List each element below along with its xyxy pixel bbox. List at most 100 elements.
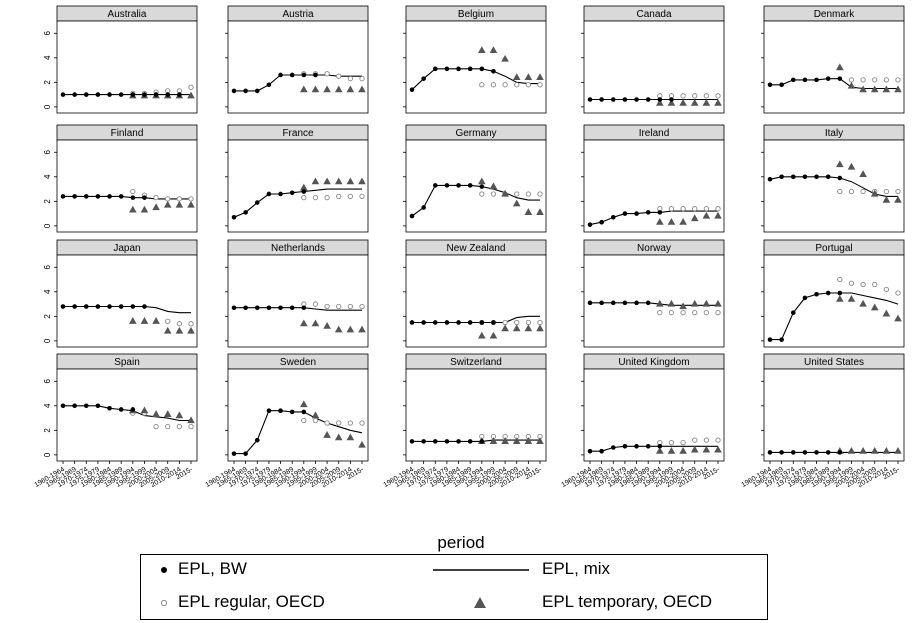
small-multiples-chart: Australia 0 2 4 6 Austria Belgium Canada Denmark… xyxy=(34,5,905,552)
point-epl-bw xyxy=(610,97,616,102)
point-reg-oecd xyxy=(479,191,485,197)
point-temp-oecd xyxy=(859,446,867,454)
point-temp-oecd xyxy=(163,326,172,334)
panel-belgium: Belgium xyxy=(403,5,547,114)
point-epl-bw xyxy=(456,439,461,444)
point-reg-oecd xyxy=(165,424,171,430)
y-tick-label: 6 xyxy=(43,264,52,269)
point-reg-oecd xyxy=(359,303,365,310)
point-epl-bw xyxy=(444,66,450,72)
panel-title: United States xyxy=(804,357,864,368)
point-epl-bw xyxy=(409,320,415,325)
point-temp-oecd xyxy=(656,299,664,307)
point-reg-oecd xyxy=(176,424,183,430)
point-epl-bw xyxy=(814,450,819,455)
point-reg-oecd xyxy=(680,93,686,99)
point-epl-bw xyxy=(479,66,485,72)
point-temp-oecd xyxy=(311,411,320,419)
panel-title: Netherlands xyxy=(271,243,325,254)
point-temp-oecd xyxy=(140,205,149,213)
point-temp-oecd xyxy=(679,302,687,310)
point-epl-bw xyxy=(837,290,843,296)
panel-plot-area xyxy=(763,254,905,348)
point-epl-bw xyxy=(278,408,283,414)
point-reg-oecd xyxy=(895,77,901,83)
point-temp-oecd xyxy=(129,205,137,213)
panel-plot-area xyxy=(583,368,725,462)
panel-title: New Zealand xyxy=(447,243,506,254)
panel-title: Ireland xyxy=(639,128,670,139)
point-temp-oecd xyxy=(489,437,498,444)
point-temp-oecd xyxy=(859,299,867,307)
point-temp-oecd xyxy=(512,324,521,332)
point-epl-bw xyxy=(95,194,101,199)
point-epl-bw xyxy=(72,92,77,97)
point-epl-bw xyxy=(243,210,248,215)
point-temp-oecd xyxy=(536,73,544,81)
panel-plot-area xyxy=(763,139,905,233)
point-epl-bw xyxy=(825,174,831,180)
legend-label-bw: EPL, BW xyxy=(178,559,247,578)
point-reg-oecd xyxy=(680,206,686,212)
point-temp-oecd xyxy=(894,314,902,322)
point-temp-oecd xyxy=(667,446,676,454)
point-reg-oecd xyxy=(525,82,532,88)
point-reg-oecd xyxy=(692,310,698,316)
point-temp-oecd xyxy=(489,182,498,190)
point-temp-oecd xyxy=(714,211,722,219)
point-temp-oecd xyxy=(894,446,902,454)
point-temp-oecd xyxy=(690,299,699,307)
point-epl-bw xyxy=(479,184,485,189)
point-temp-oecd xyxy=(358,325,366,333)
point-reg-oecd xyxy=(883,77,890,83)
point-epl-bw xyxy=(599,219,604,225)
point-reg-oecd xyxy=(502,319,508,326)
point-epl-bw xyxy=(645,210,651,215)
point-temp-oecd xyxy=(882,446,891,454)
point-epl-bw xyxy=(622,97,628,102)
point-temp-oecd xyxy=(187,416,195,424)
point-epl-bw xyxy=(767,176,773,182)
point-temp-oecd xyxy=(882,195,891,203)
point-temp-oecd xyxy=(836,160,844,168)
point-reg-oecd xyxy=(479,82,485,88)
panel-austria: Austria xyxy=(225,5,369,114)
series-line-mix xyxy=(770,292,899,341)
point-temp-oecd xyxy=(536,324,544,332)
point-temp-oecd xyxy=(300,400,308,408)
point-temp-oecd xyxy=(501,54,509,62)
point-epl-bw xyxy=(107,405,112,411)
point-temp-oecd xyxy=(140,317,149,324)
point-epl-bw xyxy=(779,82,784,88)
point-temp-oecd xyxy=(690,214,699,222)
point-epl-bw xyxy=(118,407,124,412)
point-reg-oecd xyxy=(837,276,843,283)
point-epl-bw xyxy=(130,407,136,412)
point-temp-oecd xyxy=(501,437,509,444)
point-temp-oecd xyxy=(311,85,320,93)
point-epl-bw xyxy=(802,450,808,455)
point-temp-oecd xyxy=(163,410,172,417)
panel-spain: Spain02461960-19641965-19691970-19741975… xyxy=(34,353,198,489)
point-temp-oecd xyxy=(300,85,308,93)
panel-sweden: Sweden1960-19641965-19691970-19741975-19… xyxy=(205,353,369,489)
point-epl-bw xyxy=(118,92,124,97)
point-epl-bw xyxy=(467,320,473,325)
point-reg-oecd xyxy=(153,424,159,430)
point-epl-bw xyxy=(231,214,237,220)
point-epl-bw xyxy=(95,403,101,409)
point-reg-oecd xyxy=(347,420,354,426)
point-temp-oecd xyxy=(847,294,856,302)
point-epl-bw xyxy=(83,194,89,199)
point-temp-oecd xyxy=(358,85,366,93)
point-temp-oecd xyxy=(152,317,160,324)
point-temp-oecd xyxy=(714,98,722,106)
panel-plot-area xyxy=(227,368,369,462)
point-reg-oecd xyxy=(165,196,171,202)
panel-canada: Canada xyxy=(581,5,725,114)
legend-symbol-reg xyxy=(160,599,168,607)
point-epl-bw xyxy=(479,439,485,444)
point-reg-oecd xyxy=(188,424,194,430)
point-temp-oecd xyxy=(870,303,879,311)
panel-plot-area xyxy=(56,20,198,114)
